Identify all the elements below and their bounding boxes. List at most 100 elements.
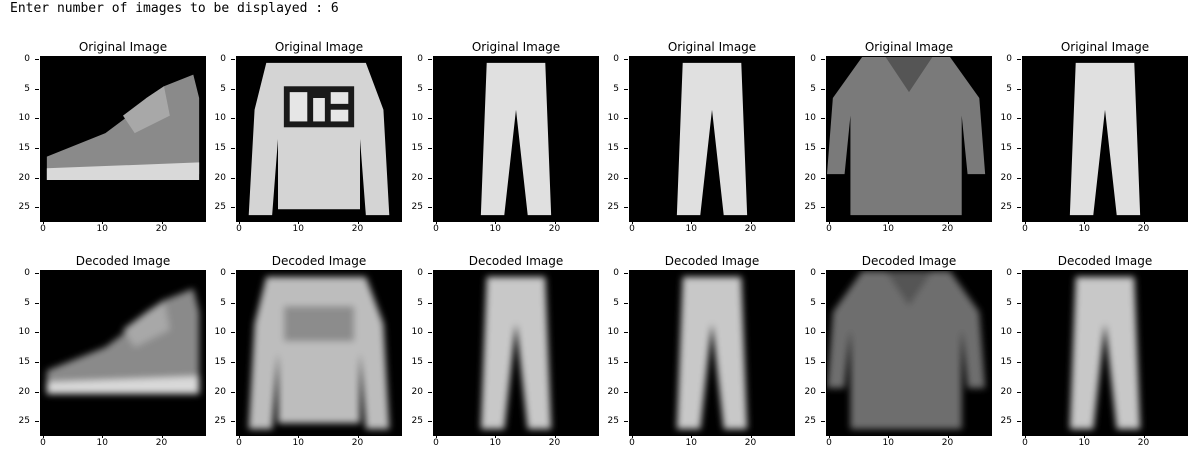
y-tick-label: 10: [605, 327, 628, 337]
x-tick-label: 0: [426, 221, 446, 234]
y-tick-label: 0: [16, 268, 39, 278]
y-tick-label: 20: [802, 173, 825, 183]
y-tick-label: 10: [802, 113, 825, 123]
x-tick-label: 0: [229, 435, 249, 448]
x-tick-label: 10: [1074, 221, 1094, 234]
y-tick-label: 0: [212, 268, 235, 278]
y-tick-label: 15: [998, 143, 1021, 153]
y-tick-label: 25: [16, 202, 39, 212]
ankle-boot-image: [40, 270, 206, 436]
y-tick-label: 25: [605, 416, 628, 426]
y-tick-label: 20: [998, 387, 1021, 397]
y-tick-label: 20: [212, 173, 235, 183]
original-image-panel: Original Image 0 5 10 15 20 25 0 10 20: [403, 40, 599, 240]
x-tick-label: 20: [152, 435, 172, 448]
x-tick-label: 10: [681, 221, 701, 234]
y-tick-label: 15: [605, 357, 628, 367]
y-tick-label: 25: [16, 416, 39, 426]
original-image-panel: Original Image 0 5 10 15 20 25 0 10 20: [599, 40, 795, 240]
y-tick-label: 20: [998, 173, 1021, 183]
y-tick-label: 5: [409, 84, 432, 94]
x-tick-label: 0: [622, 221, 642, 234]
x-tick-label: 10: [1074, 435, 1094, 448]
y-tick-label: 15: [212, 143, 235, 153]
shirt-image: [826, 270, 992, 436]
x-tick-label: 0: [819, 435, 839, 448]
trouser-image: [433, 270, 599, 436]
y-tick-label: 20: [409, 173, 432, 183]
x-tick-label: 10: [92, 435, 112, 448]
y-tick-label: 0: [409, 54, 432, 64]
decoded-image-panel: Decoded Image 0 5 10 15 20 25 0 10 20: [403, 254, 599, 454]
x-tick-label: 10: [681, 435, 701, 448]
y-tick-label: 25: [802, 416, 825, 426]
panel-title: Original Image: [274, 40, 364, 54]
y-tick-label: 10: [212, 113, 235, 123]
ankle-boot-image: [40, 56, 206, 222]
y-tick-label: 5: [16, 298, 39, 308]
y-tick-label: 5: [212, 298, 235, 308]
y-tick-label: 20: [802, 387, 825, 397]
x-tick-label: 20: [741, 221, 761, 234]
y-tick-label: 5: [605, 84, 628, 94]
y-tick-label: 20: [409, 387, 432, 397]
y-tick-label: 25: [409, 416, 432, 426]
x-tick-label: 20: [1134, 221, 1154, 234]
y-tick-label: 10: [998, 327, 1021, 337]
x-tick-label: 10: [288, 435, 308, 448]
pullover-image: [236, 270, 402, 436]
x-tick-label: 10: [485, 435, 505, 448]
x-tick-label: 0: [622, 435, 642, 448]
panel-title: Original Image: [471, 40, 561, 54]
y-tick-label: 25: [212, 416, 235, 426]
y-tick-label: 20: [605, 387, 628, 397]
y-tick-label: 15: [409, 357, 432, 367]
x-tick-label: 20: [1134, 435, 1154, 448]
y-tick-label: 20: [16, 173, 39, 183]
x-tick-label: 0: [1015, 435, 1035, 448]
y-tick-label: 20: [212, 387, 235, 397]
y-tick-label: 0: [998, 268, 1021, 278]
y-tick-label: 5: [802, 298, 825, 308]
original-image-panel: Original Image 0 5 10 15 20 25 0 10 20: [10, 40, 206, 240]
y-tick-label: 0: [212, 54, 235, 64]
y-tick-label: 5: [16, 84, 39, 94]
panel-title: Decoded Image: [271, 254, 367, 268]
panel-title: Decoded Image: [468, 254, 564, 268]
y-tick-label: 5: [802, 84, 825, 94]
y-tick-label: 10: [998, 113, 1021, 123]
y-tick-label: 20: [16, 387, 39, 397]
y-tick-label: 15: [802, 143, 825, 153]
y-tick-label: 0: [605, 268, 628, 278]
x-tick-label: 0: [33, 221, 53, 234]
y-tick-label: 10: [409, 113, 432, 123]
panel-title: Original Image: [864, 40, 954, 54]
panel-title: Original Image: [78, 40, 168, 54]
y-tick-label: 15: [212, 357, 235, 367]
input-prompt: Enter number of images to be displayed :…: [10, 1, 339, 16]
y-tick-label: 10: [212, 327, 235, 337]
x-tick-label: 10: [92, 221, 112, 234]
x-tick-label: 10: [485, 221, 505, 234]
x-tick-label: 20: [741, 435, 761, 448]
trouser-image: [1022, 56, 1188, 222]
x-tick-label: 0: [33, 435, 53, 448]
y-tick-label: 25: [409, 202, 432, 212]
x-tick-label: 10: [288, 221, 308, 234]
y-tick-label: 25: [998, 202, 1021, 212]
y-tick-label: 15: [409, 143, 432, 153]
x-tick-label: 0: [229, 221, 249, 234]
y-tick-label: 0: [16, 54, 39, 64]
y-tick-label: 20: [605, 173, 628, 183]
x-tick-label: 10: [878, 221, 898, 234]
y-tick-label: 5: [998, 84, 1021, 94]
x-tick-label: 10: [878, 435, 898, 448]
decoded-image-panel: Decoded Image 0 5 10 15 20 25 0 10 20: [796, 254, 992, 454]
trouser-image: [433, 56, 599, 222]
x-tick-label: 20: [545, 435, 565, 448]
y-tick-label: 10: [409, 327, 432, 337]
original-image-panel: Original Image 0 5 10 15 20 25 0 10 20: [796, 40, 992, 240]
x-tick-label: 0: [819, 221, 839, 234]
y-tick-label: 0: [409, 268, 432, 278]
y-tick-label: 15: [802, 357, 825, 367]
